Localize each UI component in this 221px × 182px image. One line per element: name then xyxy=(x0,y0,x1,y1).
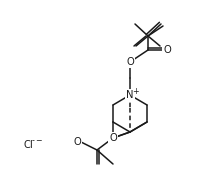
Text: O: O xyxy=(163,45,171,55)
Text: O: O xyxy=(73,137,81,147)
Text: −: − xyxy=(35,136,41,145)
Text: Cl: Cl xyxy=(23,140,33,150)
Text: O: O xyxy=(109,133,117,143)
Text: O: O xyxy=(126,57,134,67)
Text: N: N xyxy=(126,90,134,100)
Text: -: - xyxy=(32,136,34,145)
Text: +: + xyxy=(132,86,138,96)
